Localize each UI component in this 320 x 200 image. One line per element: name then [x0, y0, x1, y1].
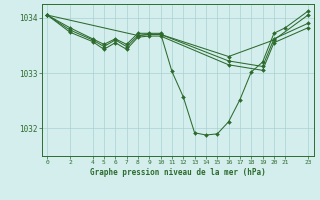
X-axis label: Graphe pression niveau de la mer (hPa): Graphe pression niveau de la mer (hPa) — [90, 168, 266, 177]
